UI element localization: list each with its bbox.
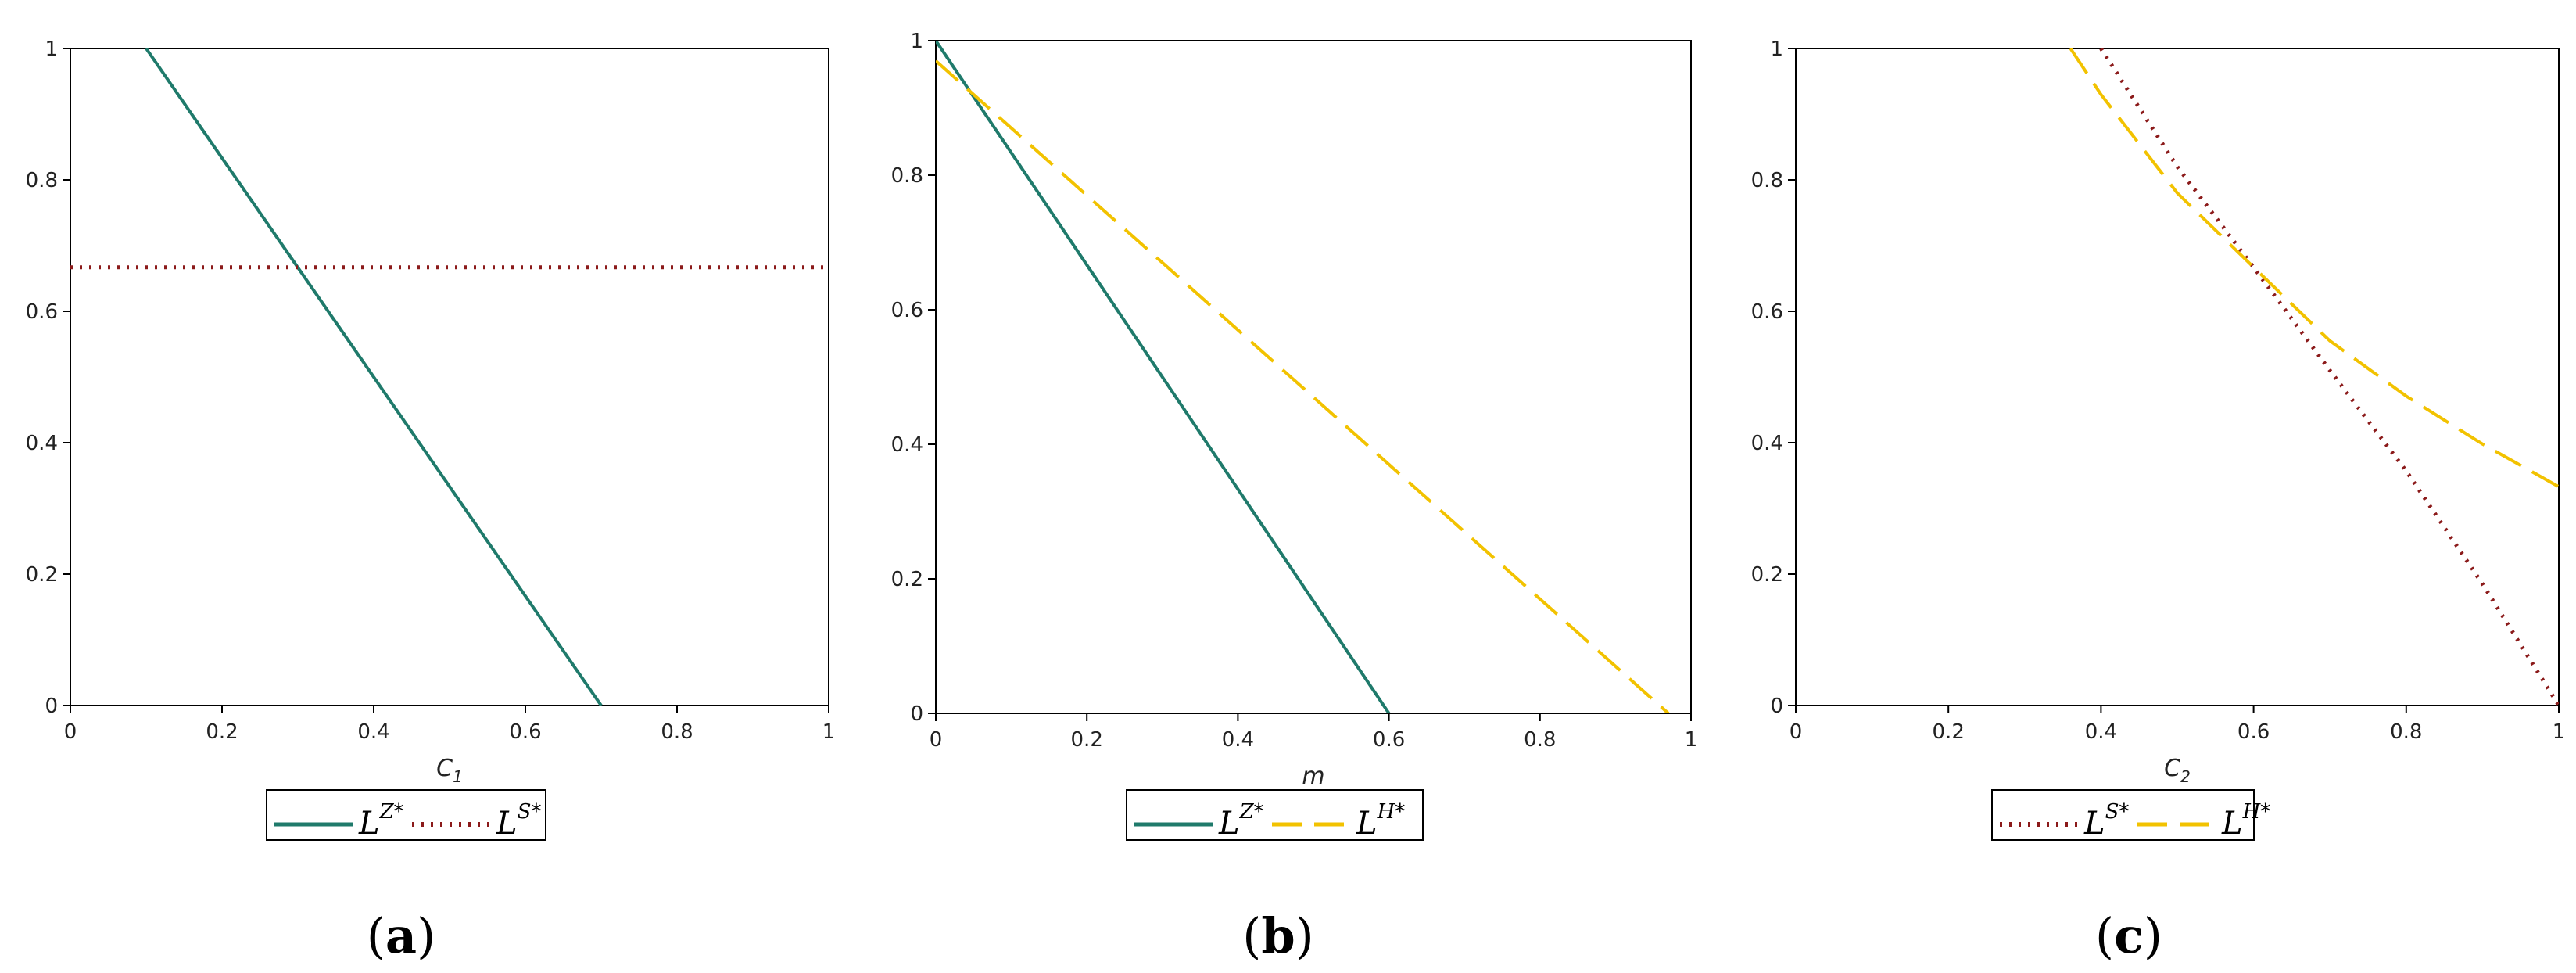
legend-label-sup: H* [1377, 800, 1406, 824]
x-tick-label: 0.4 [357, 720, 389, 744]
legend-label-sup: S* [2105, 800, 2130, 824]
panel-label-open: ( [2095, 907, 2114, 964]
plot-frame [70, 48, 829, 706]
x-tick-label: 1 [1685, 728, 1698, 752]
legend-box [1991, 789, 2255, 841]
legend-box [266, 789, 546, 841]
x-tick-label: 0.4 [1222, 728, 1254, 752]
legend-label-base: L [1218, 806, 1240, 842]
y-tick-label: 0.2 [891, 568, 923, 591]
plot-frame [1795, 48, 2560, 706]
legend-label-base: L [496, 806, 518, 842]
panel-label-close: ) [417, 907, 435, 964]
panel-label-letter: c [2114, 907, 2144, 964]
x-axis-label: C2 [2164, 755, 2191, 786]
y-tick-label: 0.8 [1751, 169, 1783, 192]
y-tick-label: 1 [910, 30, 923, 53]
x-tick-label: 0 [930, 728, 943, 752]
x-tick-label: 0 [64, 720, 77, 744]
y-tick-label: 0.2 [1751, 563, 1783, 587]
y-tick-label: 1 [45, 38, 58, 61]
x-axis-label: C1 [436, 755, 463, 786]
panel-label-close: ) [1295, 907, 1314, 964]
y-tick-label: 0.4 [26, 432, 58, 455]
y-tick-label: 0.4 [1751, 432, 1783, 455]
y-tick-label: 0.8 [891, 164, 923, 188]
y-tick-label: 0.6 [891, 299, 923, 322]
series-line-sstar [2099, 48, 2559, 706]
y-tick-label: 0.8 [26, 169, 58, 192]
legend-label-sup: H* [2242, 800, 2271, 824]
y-tick-label: 0 [1770, 695, 1783, 718]
x-axis-label-base: C [436, 755, 453, 782]
x-tick-label: 0.8 [661, 720, 693, 744]
panel-label: (b) [1242, 907, 1314, 964]
x-tick-label: 0.4 [2085, 720, 2117, 744]
panel-label: (c) [2095, 907, 2162, 964]
legend-label: LS* [2083, 800, 2129, 842]
plot-frame [935, 40, 1692, 714]
legend-label-base: L [2221, 806, 2243, 842]
legend-label: LH* [1356, 800, 1405, 842]
y-tick-label: 0.6 [26, 300, 58, 324]
y-tick-label: 0.6 [1751, 300, 1783, 324]
legend-label-base: L [1356, 806, 1378, 842]
x-axis-label-sub: 1 [453, 767, 463, 786]
x-tick-label: 0.6 [2237, 720, 2270, 744]
panel-label-open: ( [1242, 907, 1261, 964]
panel-label: (a) [367, 907, 436, 964]
legend-label-base: L [358, 806, 380, 842]
legend-label-sup: Z* [379, 800, 404, 824]
x-tick-label: 0.2 [1071, 728, 1103, 752]
y-tick-label: 0 [45, 695, 58, 718]
series-line-zstar [936, 41, 1391, 713]
x-tick-label: 0.2 [1933, 720, 1965, 744]
legend-box [1126, 789, 1424, 841]
x-tick-label: 0.6 [509, 720, 541, 744]
panel-label-open: ( [367, 907, 385, 964]
legend-label-sup: S* [518, 800, 542, 824]
x-tick-label: 0.6 [1373, 728, 1405, 752]
series-line-hstar [2069, 48, 2559, 489]
legend-label-sup: Z* [1239, 800, 1264, 824]
series-line-hstar [936, 59, 1670, 713]
x-tick-label: 1 [822, 720, 836, 744]
x-tick-label: 0.8 [1524, 728, 1556, 752]
x-tick-label: 0.2 [206, 720, 238, 744]
y-tick-label: 0 [910, 702, 923, 726]
x-axis-label-base: C [2164, 755, 2180, 782]
x-tick-label: 0 [1790, 720, 1803, 744]
legend-label: LZ* [1218, 800, 1264, 842]
x-tick-label: 1 [2553, 720, 2566, 744]
legend-label: LH* [2221, 800, 2270, 842]
legend-label: LZ* [358, 800, 404, 842]
y-tick-label: 0.4 [891, 433, 923, 457]
x-axis-label-base: m [1302, 763, 1324, 790]
series-line-zstar [145, 48, 603, 706]
legend-label: LS* [496, 800, 541, 842]
panel-label-letter: b [1261, 907, 1295, 964]
y-tick-label: 1 [1770, 38, 1783, 61]
x-tick-label: 0.8 [2390, 720, 2422, 744]
x-axis-label: m [1302, 763, 1324, 790]
panel-label-letter: a [385, 907, 417, 964]
y-tick-label: 0.2 [26, 563, 58, 587]
legend-label-base: L [2083, 806, 2105, 842]
x-axis-label-sub: 2 [2180, 767, 2191, 786]
panel-label-close: ) [2144, 907, 2162, 964]
